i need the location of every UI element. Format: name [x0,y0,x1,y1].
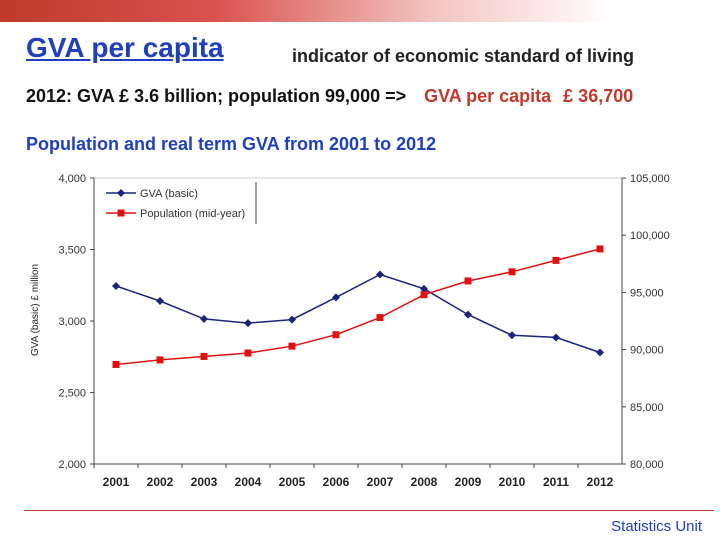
population-point [596,245,604,253]
x-tick-label: 2011 [543,475,569,489]
population-point [156,356,164,364]
x-tick-label: 2002 [147,475,174,489]
legend-population-label: Population (mid-year) [140,208,245,220]
population-point [332,331,340,339]
chart-container: 2,000 2,500 3,000 3,500 4,000 80,000 85,000 90… [24,160,672,495]
right-tick-label: 95,000 [630,287,664,299]
gva-point [420,284,428,293]
chart-heading: Population and real term GVA from 2001 t… [26,134,437,154]
x-tick-label: 2005 [279,475,306,489]
population-point [376,314,384,322]
right-tick-label: 100,000 [630,230,670,242]
right-tick-label: 85,000 [630,402,664,414]
left-tick-label: 2,500 [58,388,86,400]
x-tick-label: 2007 [367,475,394,489]
footer-rule [24,510,714,511]
right-tick-group: 80,000 85,000 90,000 95,000 100,000 105,000 [622,173,670,471]
population-point [112,360,120,368]
x-tick-label: 2001 [103,475,130,489]
gva-point [200,314,208,323]
gva-point [508,331,516,340]
left-tick-label: 3,500 [58,245,86,257]
footer-label: Statistics Unit [611,518,702,535]
line-chart: 2,000 2,500 3,000 3,500 4,000 80,000 85,000 90… [24,160,672,495]
header-gradient-bar [0,0,720,22]
population-point [288,342,296,350]
summary-text: 2012: GVA £ 3.6 billion; population 99,0… [26,86,407,106]
left-tick-label: 3,000 [58,316,86,328]
left-tick-label: 2,000 [58,459,86,471]
population-series-line [115,248,601,366]
gva-point [112,281,120,290]
gva-point [596,348,604,357]
y-axis-label: GVA (basic) £ million [30,264,41,356]
gva-point [288,315,296,324]
summary-line: 2012: GVA £ 3.6 billion; population 99,0… [26,86,633,107]
page-title: GVA per capita [26,32,224,63]
summary-gva-value: £ 36,700 [563,86,634,106]
gva-point [156,296,164,305]
population-point [508,268,516,276]
gva-point [464,310,472,319]
legend: GVA (basic) Population (mid-year) [106,182,257,224]
x-tick-label: 2004 [235,475,262,489]
left-tick-label: 4,000 [58,173,86,185]
legend-population-marker [117,209,125,217]
x-tick-label: 2008 [411,475,438,489]
gva-series-line [115,273,601,354]
page-subtitle: indicator of economic standard of living [292,46,635,66]
right-tick-label: 90,000 [630,345,664,357]
population-point [244,349,252,357]
legend-gva-label: GVA (basic) [140,188,198,200]
x-tick-group: 2001 2002 2003 2004 2005 2006 2007 2008 2009 2010… [93,464,614,489]
population-point [200,352,208,360]
x-tick-label: 2012 [587,475,614,489]
x-tick-label: 2003 [191,475,218,489]
x-tick-label: 2010 [499,475,526,489]
gva-point [376,270,384,279]
gva-point [332,293,340,302]
population-point [420,291,428,299]
right-tick-label: 105,000 [630,173,670,185]
legend-gva-marker [117,189,125,197]
series-group [112,245,604,368]
population-point [464,277,472,285]
right-tick-label: 80,000 [630,459,664,471]
gva-point [244,319,252,328]
x-tick-label: 2009 [455,475,482,489]
gva-point [552,333,560,342]
x-tick-label: 2006 [323,475,350,489]
population-point [552,256,560,264]
left-tick-group: 2,000 2,500 3,000 3,500 4,000 [58,173,94,471]
summary-gva-label: GVA per capita [424,86,552,106]
legend-box [106,182,256,224]
